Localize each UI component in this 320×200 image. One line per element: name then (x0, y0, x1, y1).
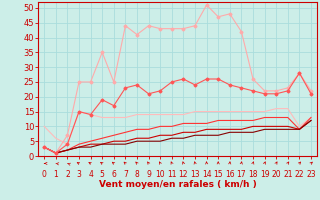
X-axis label: Vent moyen/en rafales ( km/h ): Vent moyen/en rafales ( km/h ) (99, 180, 256, 189)
